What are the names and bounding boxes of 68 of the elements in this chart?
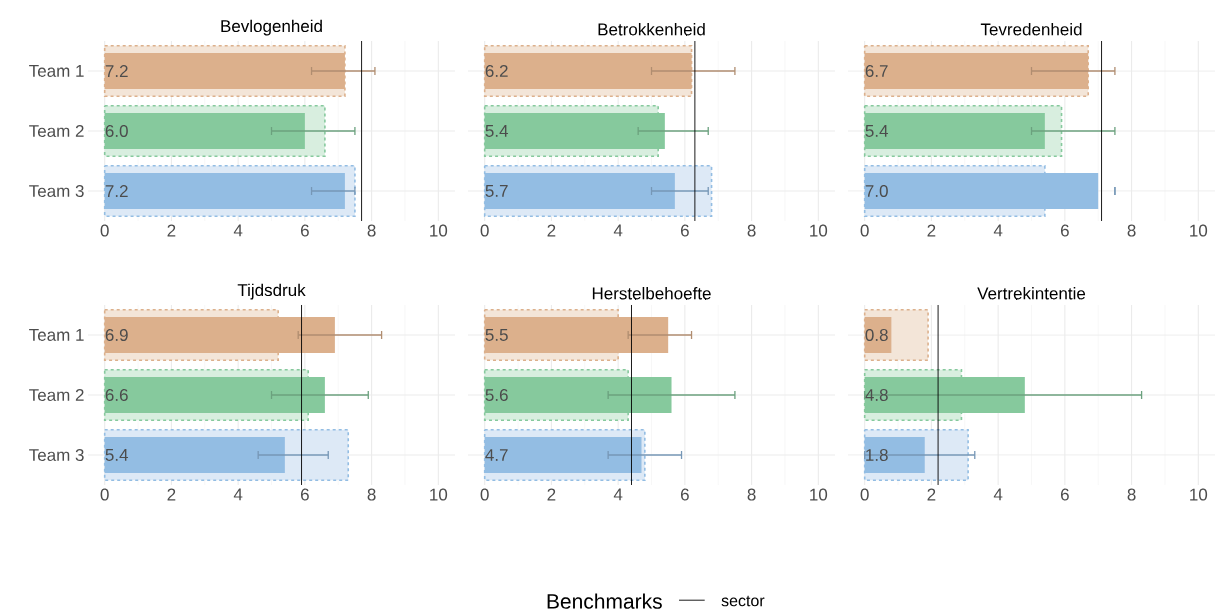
chart-title: Herstelbehoefte (592, 286, 711, 300)
x-tick-label: 0 (480, 488, 489, 501)
x-tick-label: 2 (547, 224, 556, 237)
chart-title: Tijdsdruk (237, 283, 306, 300)
data-label: 6.9 (105, 328, 128, 342)
data-label: 6.6 (105, 388, 128, 402)
y-tick-label: Team 3 (29, 184, 84, 198)
y-tick-label: Team 1 (29, 329, 84, 341)
data-label: 5.7 (485, 185, 508, 197)
data-label: 6.0 (105, 124, 128, 138)
y-tick-label: Team 2 (29, 388, 84, 402)
x-tick-label: 2 (167, 224, 176, 237)
data-label: 7.2 (105, 65, 128, 77)
data-label: 5.4 (105, 449, 129, 461)
data-label: 6.2 (485, 64, 508, 78)
data-label: 6.7 (865, 64, 888, 78)
x-tick-label: 2 (547, 488, 556, 501)
x-tick-label: 4 (993, 488, 1003, 501)
chart-title: Betrokkenheid (598, 22, 705, 36)
chart-title: Bevlogenheid (221, 19, 322, 36)
legend-label: sector (721, 595, 765, 607)
x-tick-label: 0 (100, 224, 109, 237)
x-tick-label: 4 (233, 488, 243, 501)
x-tick-label: 4 (613, 224, 623, 237)
x-tick-label: 6 (681, 224, 689, 237)
x-tick-label: 4 (613, 488, 623, 501)
x-tick-label: 6 (1061, 224, 1069, 237)
data-label: 5.5 (485, 329, 508, 341)
x-tick-label: 8 (367, 488, 376, 501)
x-tick-label: 10 (1190, 224, 1208, 237)
legend-title: Benchmarks (547, 593, 662, 609)
x-tick-label: 6 (1061, 488, 1069, 501)
x-tick-label: 8 (1127, 224, 1136, 237)
x-tick-label: 2 (167, 488, 176, 501)
data-label: 1.8 (866, 448, 888, 462)
y-tick-label: Team 2 (29, 124, 84, 138)
y-tick-label: Team 3 (29, 448, 84, 462)
x-tick-label: 0 (100, 488, 109, 501)
x-tick-label: 6 (301, 488, 309, 501)
x-tick-label: 10 (810, 224, 828, 237)
x-tick-label: 6 (681, 488, 689, 501)
x-tick-label: 10 (430, 224, 448, 237)
x-tick-label: 2 (927, 488, 936, 501)
x-tick-label: 10 (1190, 488, 1208, 501)
data-label: 0.8 (865, 328, 888, 342)
data-label: 4.7 (485, 449, 508, 461)
x-tick-label: 10 (430, 488, 448, 501)
data-label: 7.2 (105, 185, 128, 197)
x-tick-label: 8 (367, 224, 376, 237)
x-tick-label: 2 (927, 224, 936, 237)
x-tick-label: 0 (480, 224, 489, 237)
data-label: 5.4 (485, 125, 509, 137)
data-label: 5.4 (865, 125, 889, 137)
chart-title: Vertrekintentie (977, 286, 1086, 300)
data-label: 4.8 (865, 388, 888, 402)
x-tick-label: 8 (747, 224, 756, 237)
data-label: 7.0 (865, 184, 888, 198)
chart-title: Tevredenheid (980, 22, 1082, 36)
x-tick-label: 10 (810, 488, 828, 501)
y-tick-label: Team 1 (29, 65, 84, 77)
x-tick-label: 6 (301, 224, 309, 237)
x-tick-label: 8 (747, 488, 756, 501)
x-tick-label: 4 (233, 224, 243, 237)
x-tick-label: 8 (1127, 488, 1136, 501)
x-tick-label: 4 (993, 224, 1003, 237)
data-label: 5.6 (485, 388, 508, 402)
x-tick-label: 0 (860, 488, 869, 501)
x-tick-label: 0 (860, 224, 869, 237)
